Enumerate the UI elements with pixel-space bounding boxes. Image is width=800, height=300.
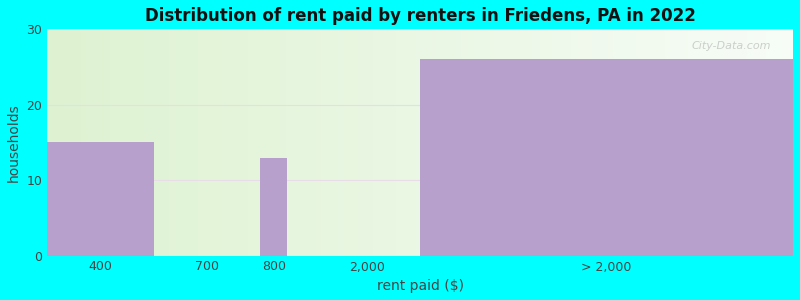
- Y-axis label: households: households: [7, 103, 21, 182]
- Text: City-Data.com: City-Data.com: [691, 40, 770, 51]
- Bar: [260, 158, 287, 256]
- X-axis label: rent paid ($): rent paid ($): [377, 279, 464, 293]
- Bar: [420, 59, 793, 256]
- Bar: [47, 142, 154, 256]
- Title: Distribution of rent paid by renters in Friedens, PA in 2022: Distribution of rent paid by renters in …: [145, 7, 695, 25]
